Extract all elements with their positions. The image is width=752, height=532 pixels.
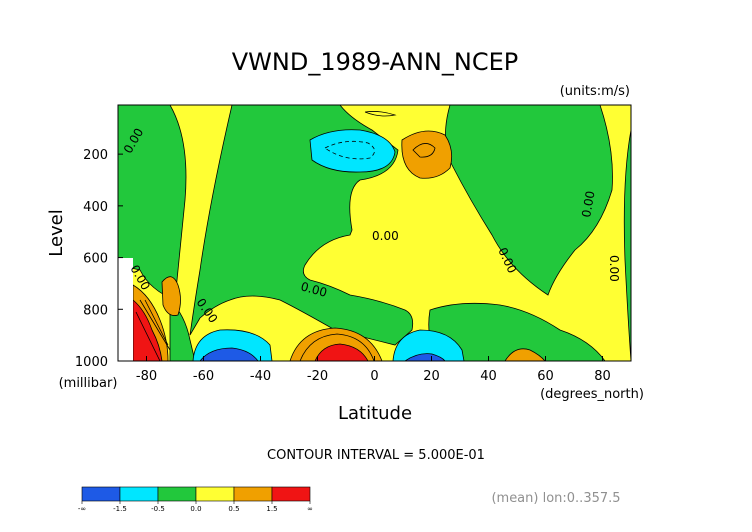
colorbar-label: -∞ (78, 505, 86, 513)
x-tick-label: 80 (594, 369, 611, 384)
region-red-bottom-left (132, 299, 163, 361)
contour-label: 0.00 (579, 190, 597, 219)
colorbar-swatch (195, 486, 235, 502)
contour-lines (135, 111, 436, 361)
contour-label: 0.00 (299, 279, 328, 299)
colorbar-label: ∞ (307, 505, 313, 513)
y-tick-label: 200 (83, 148, 108, 163)
y-axis-label: Level (46, 209, 67, 257)
region-blue-bottom-left (199, 347, 259, 361)
x-axis-label: Latitude (338, 403, 412, 424)
colorbar-swatch (81, 486, 121, 502)
x-tick-label: 20 (423, 369, 440, 384)
colorbar-label: -0.5 (151, 505, 165, 513)
region-orange-left (161, 276, 181, 316)
x-tick-label: -60 (193, 369, 214, 384)
region-green-far-right (623, 129, 631, 361)
x-tick-label: 0 (370, 369, 378, 384)
y-tick-label: 400 (83, 200, 108, 215)
contour-label: 0.00 (372, 229, 399, 243)
contour-interval-text: CONTOUR INTERVAL = 5.000E-01 (267, 448, 485, 463)
colorbar-swatch (233, 486, 273, 502)
region-missing (118, 258, 133, 361)
y-units-label: (millibar) (59, 376, 118, 391)
y-tick-label: 1000 (75, 355, 108, 370)
region-green-left (118, 105, 187, 301)
x-tick-label: -20 (307, 369, 328, 384)
colorbar-label: -1.5 (113, 505, 127, 513)
region-red-bottom-center (314, 343, 369, 361)
colorbar-label: 1.5 (266, 505, 277, 513)
region-cyan-bottom-mid (392, 329, 465, 361)
colorbar-swatch (157, 486, 197, 502)
y-tick-label: 800 (83, 303, 108, 318)
contour-label: 0.00 (607, 255, 621, 282)
region-orange-upper (401, 130, 453, 179)
region-green-right (445, 105, 613, 296)
x-units-label: (degrees_north) (540, 387, 644, 402)
y-axis: 200 400 600 800 1000 (75, 148, 123, 370)
x-tick-label: 40 (480, 369, 497, 384)
y-tick-label: 600 (83, 252, 108, 267)
plot-area (117, 104, 632, 362)
colorbar-label: 0.0 (190, 505, 201, 513)
x-tick-label: 60 (537, 369, 554, 384)
region-blue-bottom-mid (404, 353, 446, 361)
colorbar-swatch (119, 486, 159, 502)
x-tick-label: -80 (136, 369, 157, 384)
x-tick-label: -40 (250, 369, 271, 384)
colorbar-label: 0.5 (228, 505, 239, 513)
region-cyan-upper (309, 129, 396, 173)
colorbar: -∞ -1.5 -0.5 0.0 0.5 1.5 ∞ (78, 486, 313, 513)
footnote: (mean) lon:0..357.5 (491, 491, 620, 506)
colorbar-swatch (271, 486, 311, 502)
x-axis: -80 -60 -40 -20 0 20 40 60 80 (136, 356, 611, 384)
region-orange-bottom-right (504, 348, 546, 361)
units-label: (units:m/s) (560, 84, 630, 99)
chart-title: VWND_1989-ANN_NCEP (232, 48, 518, 76)
